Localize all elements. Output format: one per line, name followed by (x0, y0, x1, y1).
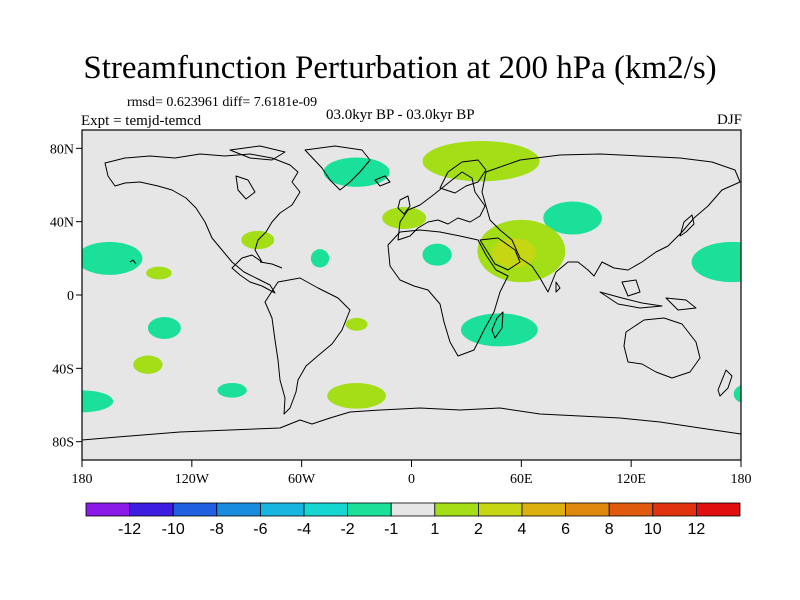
anomaly-region-10 (327, 383, 386, 409)
colorbar-label: -4 (297, 521, 311, 538)
x-tick-label: 60W (288, 472, 316, 487)
anomaly-region-1 (82, 241, 143, 275)
colorbar-label: -2 (340, 521, 354, 538)
sri-lanka-coast (555, 281, 561, 293)
x-tick-label: 120W (175, 472, 210, 487)
colorbar-label: -10 (162, 521, 185, 538)
period-label: 03.0kyr BP - 03.0kyr BP (326, 107, 475, 123)
chart-title: Streamfunction Perturbation at 200 hPa (… (83, 50, 717, 86)
borneo-coast (621, 279, 641, 297)
colorbar-label: 10 (644, 521, 662, 538)
arctic-islands-coast (229, 145, 286, 161)
anomaly-region-20 (733, 385, 741, 403)
x-tick-label: 120E (616, 472, 646, 487)
iceland-coast (374, 175, 391, 187)
anomaly-region-11 (345, 317, 368, 331)
colorbar-swatch (390, 502, 436, 517)
experiment-label: Expt = temjd-temcd (81, 113, 202, 129)
arabia-coast (479, 237, 521, 271)
colorbar-swatch (172, 502, 218, 517)
colorbar-swatch (347, 502, 392, 517)
anomaly-region-5 (82, 390, 114, 413)
colorbar-swatch (434, 502, 479, 517)
hudson-bay-coast (235, 175, 256, 200)
colorbar-label: 12 (688, 521, 706, 538)
anomaly-region-2 (146, 266, 172, 280)
hawaii-islands (129, 259, 137, 265)
anomaly-region-12 (382, 207, 427, 229)
colorbar-swatch (608, 502, 654, 517)
new-guinea-coast (665, 297, 697, 311)
south-america-coast (264, 277, 351, 415)
africa-coast (387, 229, 509, 357)
x-tick-label: 0 (408, 472, 415, 487)
axes-layer: 180 120W 60W 0 60E 120E 180 80N 40N 0 40S 80S (50, 142, 752, 487)
colorbar-swatch (565, 502, 610, 517)
y-tick-label: 40N (50, 216, 74, 231)
colorbar-label: 2 (474, 521, 483, 538)
anomaly-region-3 (147, 317, 181, 339)
colorbar-swatch (259, 502, 305, 517)
colorbar-swatch (521, 502, 566, 517)
colorbar-label: 1 (430, 521, 439, 538)
colorbar-label: -1 (384, 521, 398, 538)
indonesia-coast (599, 291, 663, 309)
anomaly-region-4 (133, 355, 163, 374)
x-tick-label: 180 (72, 472, 93, 487)
colorbar-label: -6 (253, 521, 267, 538)
colorbar: -12 -10 -8 -6 -4 -2 -1 1 2 4 6 8 10 12 (85, 502, 741, 538)
anomaly-region-8 (310, 249, 330, 268)
y-tick-label: 80N (50, 142, 74, 157)
anomaly-layer (82, 141, 741, 413)
colorbar-swatch (696, 502, 741, 517)
stats-label: rmsd= 0.623961 diff= 7.6181e-09 (127, 95, 318, 110)
asia-coast (481, 153, 741, 293)
greenland-coast (304, 145, 371, 191)
y-tick-label: 0 (67, 289, 74, 304)
colorbar-swatch (129, 502, 174, 517)
colorbar-label: 4 (518, 521, 527, 538)
anomaly-region-19 (691, 241, 741, 283)
anomaly-region-9 (323, 157, 390, 187)
caribbean-islands (259, 261, 283, 269)
australia-coast (623, 317, 701, 379)
colorbar-label: 6 (561, 521, 570, 538)
scandinavia-coast (439, 159, 487, 194)
colorbar-swatch (477, 502, 523, 517)
x-tick-label: 180 (731, 472, 752, 487)
anomaly-region-6 (217, 383, 247, 398)
colorbar-label: 8 (605, 521, 614, 538)
anomaly-region-13 (422, 141, 540, 182)
anomaly-region-15 (543, 201, 602, 235)
madagascar-coast (491, 311, 504, 339)
map-background (82, 130, 741, 460)
colorbar-swatch (303, 502, 348, 517)
coastline-layer (82, 145, 741, 441)
north-america-coast (104, 153, 301, 294)
anomaly-region-14 (422, 243, 452, 266)
colorbar-label: -12 (118, 521, 141, 538)
colorbar-swatch (216, 502, 261, 517)
anomaly-region-18 (460, 313, 538, 347)
colorbar-swatch (652, 502, 697, 517)
y-tick-label: 40S (52, 362, 74, 377)
anomaly-region-17 (492, 238, 536, 268)
y-tick-label: 80S (52, 436, 74, 451)
colorbar-swatch (85, 502, 130, 517)
antarctica-coast (82, 407, 741, 441)
x-tick-label: 60E (510, 472, 533, 487)
colorbar-label: -8 (210, 521, 224, 538)
british-isles-coast (397, 195, 411, 215)
new-zealand-coast (717, 369, 733, 397)
season-label: DJF (716, 112, 742, 128)
japan-coast (679, 214, 695, 237)
europe-coast (397, 171, 486, 241)
